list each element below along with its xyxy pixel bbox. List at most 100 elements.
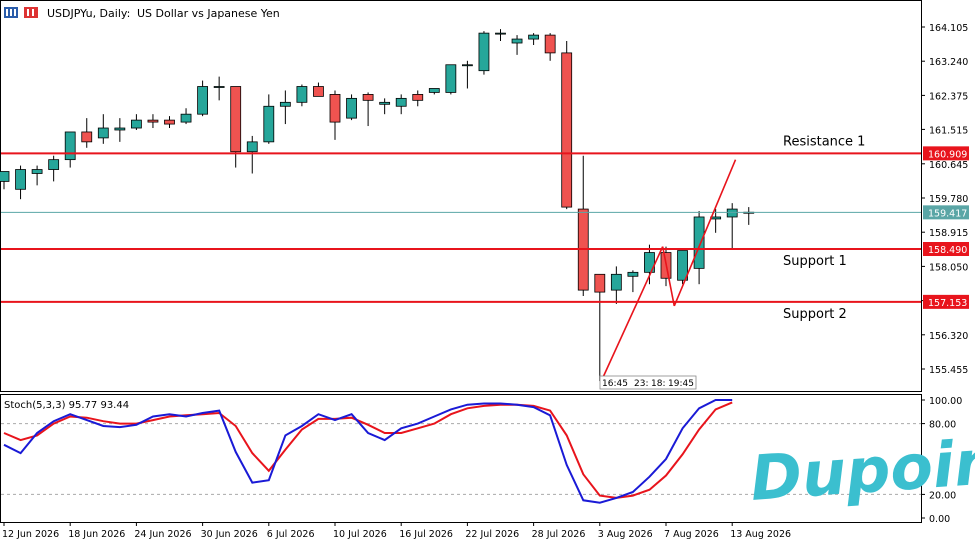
price-axis: 164.105 163.240 162.375 161.515 160.645 159.7… bbox=[921, 23, 968, 376]
date-tick-label: 18 Jun 2026 bbox=[68, 529, 125, 540]
candle bbox=[743, 207, 755, 225]
candle-body bbox=[81, 131, 93, 143]
candle-body bbox=[610, 273, 622, 291]
candle bbox=[561, 41, 573, 210]
candle bbox=[594, 273, 606, 382]
candle bbox=[230, 86, 242, 168]
level-price-label: 158.490 bbox=[928, 245, 967, 256]
price-tick-label: 164.105 bbox=[929, 23, 968, 34]
stochastic-lines bbox=[3, 399, 733, 504]
candle bbox=[610, 266, 622, 304]
candle bbox=[511, 35, 523, 55]
candle-body bbox=[644, 252, 655, 273]
candle bbox=[180, 108, 192, 125]
trend-line bbox=[602, 246, 664, 378]
date-tick-label: 30 Jun 2026 bbox=[201, 529, 258, 540]
candle bbox=[313, 82, 324, 97]
candle-body bbox=[180, 113, 192, 123]
price-tick-label: 158.915 bbox=[929, 228, 968, 239]
candle-body bbox=[147, 119, 159, 123]
candle bbox=[114, 118, 126, 142]
candle bbox=[461, 60, 473, 89]
candle bbox=[31, 165, 43, 186]
candle-body bbox=[246, 141, 258, 153]
price-tick-label: 156.320 bbox=[929, 331, 968, 342]
candle-body bbox=[495, 32, 506, 35]
time-tag-4: 19:45 bbox=[668, 379, 694, 389]
candle-body bbox=[362, 94, 374, 101]
date-tick-label: 10 Jul 2026 bbox=[333, 529, 387, 540]
candle-body bbox=[114, 127, 126, 131]
candle-body bbox=[346, 97, 357, 119]
candle bbox=[412, 90, 424, 107]
candle bbox=[197, 80, 209, 117]
candle bbox=[213, 76, 225, 101]
price-tick-label: 163.240 bbox=[929, 57, 968, 68]
stochastic-pane[interactable] bbox=[0, 394, 922, 523]
date-tick-label: 3 Aug 2026 bbox=[598, 529, 653, 540]
candles-icon[interactable] bbox=[24, 7, 38, 18]
level-price-label: 160.909 bbox=[928, 149, 967, 160]
stochastic-tick-label: 80.00 bbox=[929, 420, 956, 431]
date-tick-label: 24 Jun 2026 bbox=[134, 529, 191, 540]
candle bbox=[379, 98, 391, 115]
candle bbox=[478, 31, 490, 75]
time-tags: 16:45 23: 18: 19:45 bbox=[599, 375, 697, 390]
candle-body bbox=[379, 101, 391, 105]
candle-body bbox=[412, 94, 424, 101]
candle bbox=[130, 114, 142, 130]
stochastic-label: Stoch(5,3,3) 95.77 93.44 bbox=[4, 400, 129, 411]
date-tick-label: 7 Aug 2026 bbox=[664, 529, 719, 540]
candle-body bbox=[0, 171, 10, 182]
candle bbox=[544, 33, 556, 61]
candle-body bbox=[130, 119, 142, 129]
bars-icon[interactable] bbox=[4, 7, 18, 18]
date-tick-label: 16 Jul 2026 bbox=[399, 529, 453, 540]
candle-body bbox=[461, 64, 473, 67]
candle-body bbox=[164, 119, 175, 125]
price-pane[interactable] bbox=[0, 0, 922, 392]
current-price-tag bbox=[923, 205, 969, 220]
level-name: Support 1 bbox=[783, 254, 847, 269]
level-name: Resistance 1 bbox=[783, 134, 865, 149]
stochastic-tick-label: 0.00 bbox=[929, 514, 950, 525]
candle bbox=[64, 131, 76, 168]
date-tick-label: 13 Aug 2026 bbox=[730, 529, 791, 540]
level-price-label: 157.153 bbox=[928, 298, 967, 309]
candle bbox=[263, 94, 275, 144]
date-axis: 12 Jun 2026 18 Jun 2026 24 Jun 2026 30 Jun … bbox=[2, 522, 791, 540]
date-tick-label: 6 Jul 2026 bbox=[267, 529, 315, 540]
candle-body bbox=[279, 101, 291, 107]
candle-body bbox=[726, 208, 738, 218]
candle bbox=[362, 92, 374, 127]
price-tick-label: 162.375 bbox=[929, 91, 968, 102]
horizontal-levels: Resistance 1 160.909 Support 1 158.490 Suppo… bbox=[1, 134, 969, 322]
candle-body bbox=[677, 250, 688, 281]
candle bbox=[279, 90, 291, 125]
current-price-label: 159.417 bbox=[928, 208, 967, 219]
candle-body bbox=[478, 32, 490, 72]
candle bbox=[644, 244, 655, 285]
candle-body bbox=[213, 86, 225, 88]
candle bbox=[97, 114, 109, 144]
level-price-tag bbox=[923, 242, 969, 257]
time-tag-1: 16:45 bbox=[602, 379, 628, 389]
candle-body bbox=[197, 86, 209, 115]
level-name: Support 2 bbox=[783, 307, 847, 322]
candle-body bbox=[511, 38, 523, 44]
dupoin-logo: Dupoin bbox=[748, 425, 975, 515]
candle-body bbox=[31, 169, 43, 174]
time-tag-3: 18: bbox=[651, 379, 665, 389]
candle-body bbox=[693, 216, 705, 269]
candle-body bbox=[48, 159, 60, 170]
price-tick-label: 158.050 bbox=[929, 262, 968, 273]
candle-body bbox=[263, 105, 275, 143]
date-tick-label: 22 Jul 2026 bbox=[465, 529, 519, 540]
price-tick-label: 160.645 bbox=[929, 160, 968, 171]
level-price-tag bbox=[923, 294, 969, 309]
candle-body bbox=[594, 273, 606, 293]
candle-body bbox=[544, 34, 556, 54]
date-tick-label: 12 Jun 2026 bbox=[2, 529, 59, 540]
price-tick-label: 159.780 bbox=[929, 194, 968, 205]
